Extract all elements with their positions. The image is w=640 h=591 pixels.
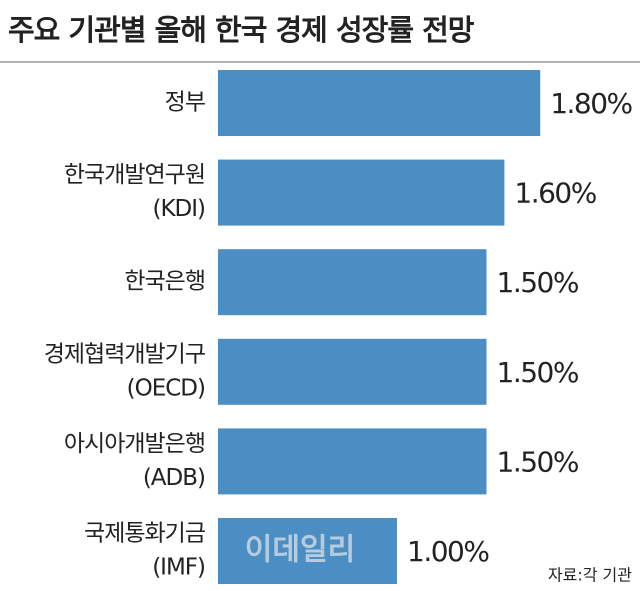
category-label: 국제통화기금	[84, 521, 205, 547]
category-label: 경제협력개발기구	[44, 341, 205, 367]
value-label: 1.00%	[407, 535, 489, 568]
bar	[218, 338, 487, 405]
bar	[218, 249, 487, 316]
value-label: 1.50%	[497, 266, 579, 299]
category-label: 아시아개발은행	[64, 431, 205, 457]
source: 자료:각 기관	[548, 566, 632, 585]
bar	[218, 518, 397, 584]
category-label: (IMF)	[152, 555, 205, 581]
category-label: (KDI)	[152, 196, 205, 222]
category-label: (ADB)	[143, 465, 205, 491]
value-label: 1.50%	[497, 445, 579, 478]
category-label: 한국개발연구원	[64, 162, 205, 188]
bar	[218, 428, 487, 495]
bar	[218, 70, 541, 136]
watermark: 이데일리	[245, 533, 355, 568]
category-label: 한국은행	[124, 269, 205, 295]
value-label: 1.60%	[514, 177, 596, 210]
category-label: 정부	[165, 90, 205, 116]
category-label: (OECD)	[127, 375, 205, 401]
chart-title: 주요 기관별 올해 한국 경제 성장률 전망	[8, 13, 475, 47]
value-label: 1.80%	[550, 87, 632, 120]
value-label: 1.50%	[497, 356, 579, 389]
bar	[218, 159, 505, 226]
